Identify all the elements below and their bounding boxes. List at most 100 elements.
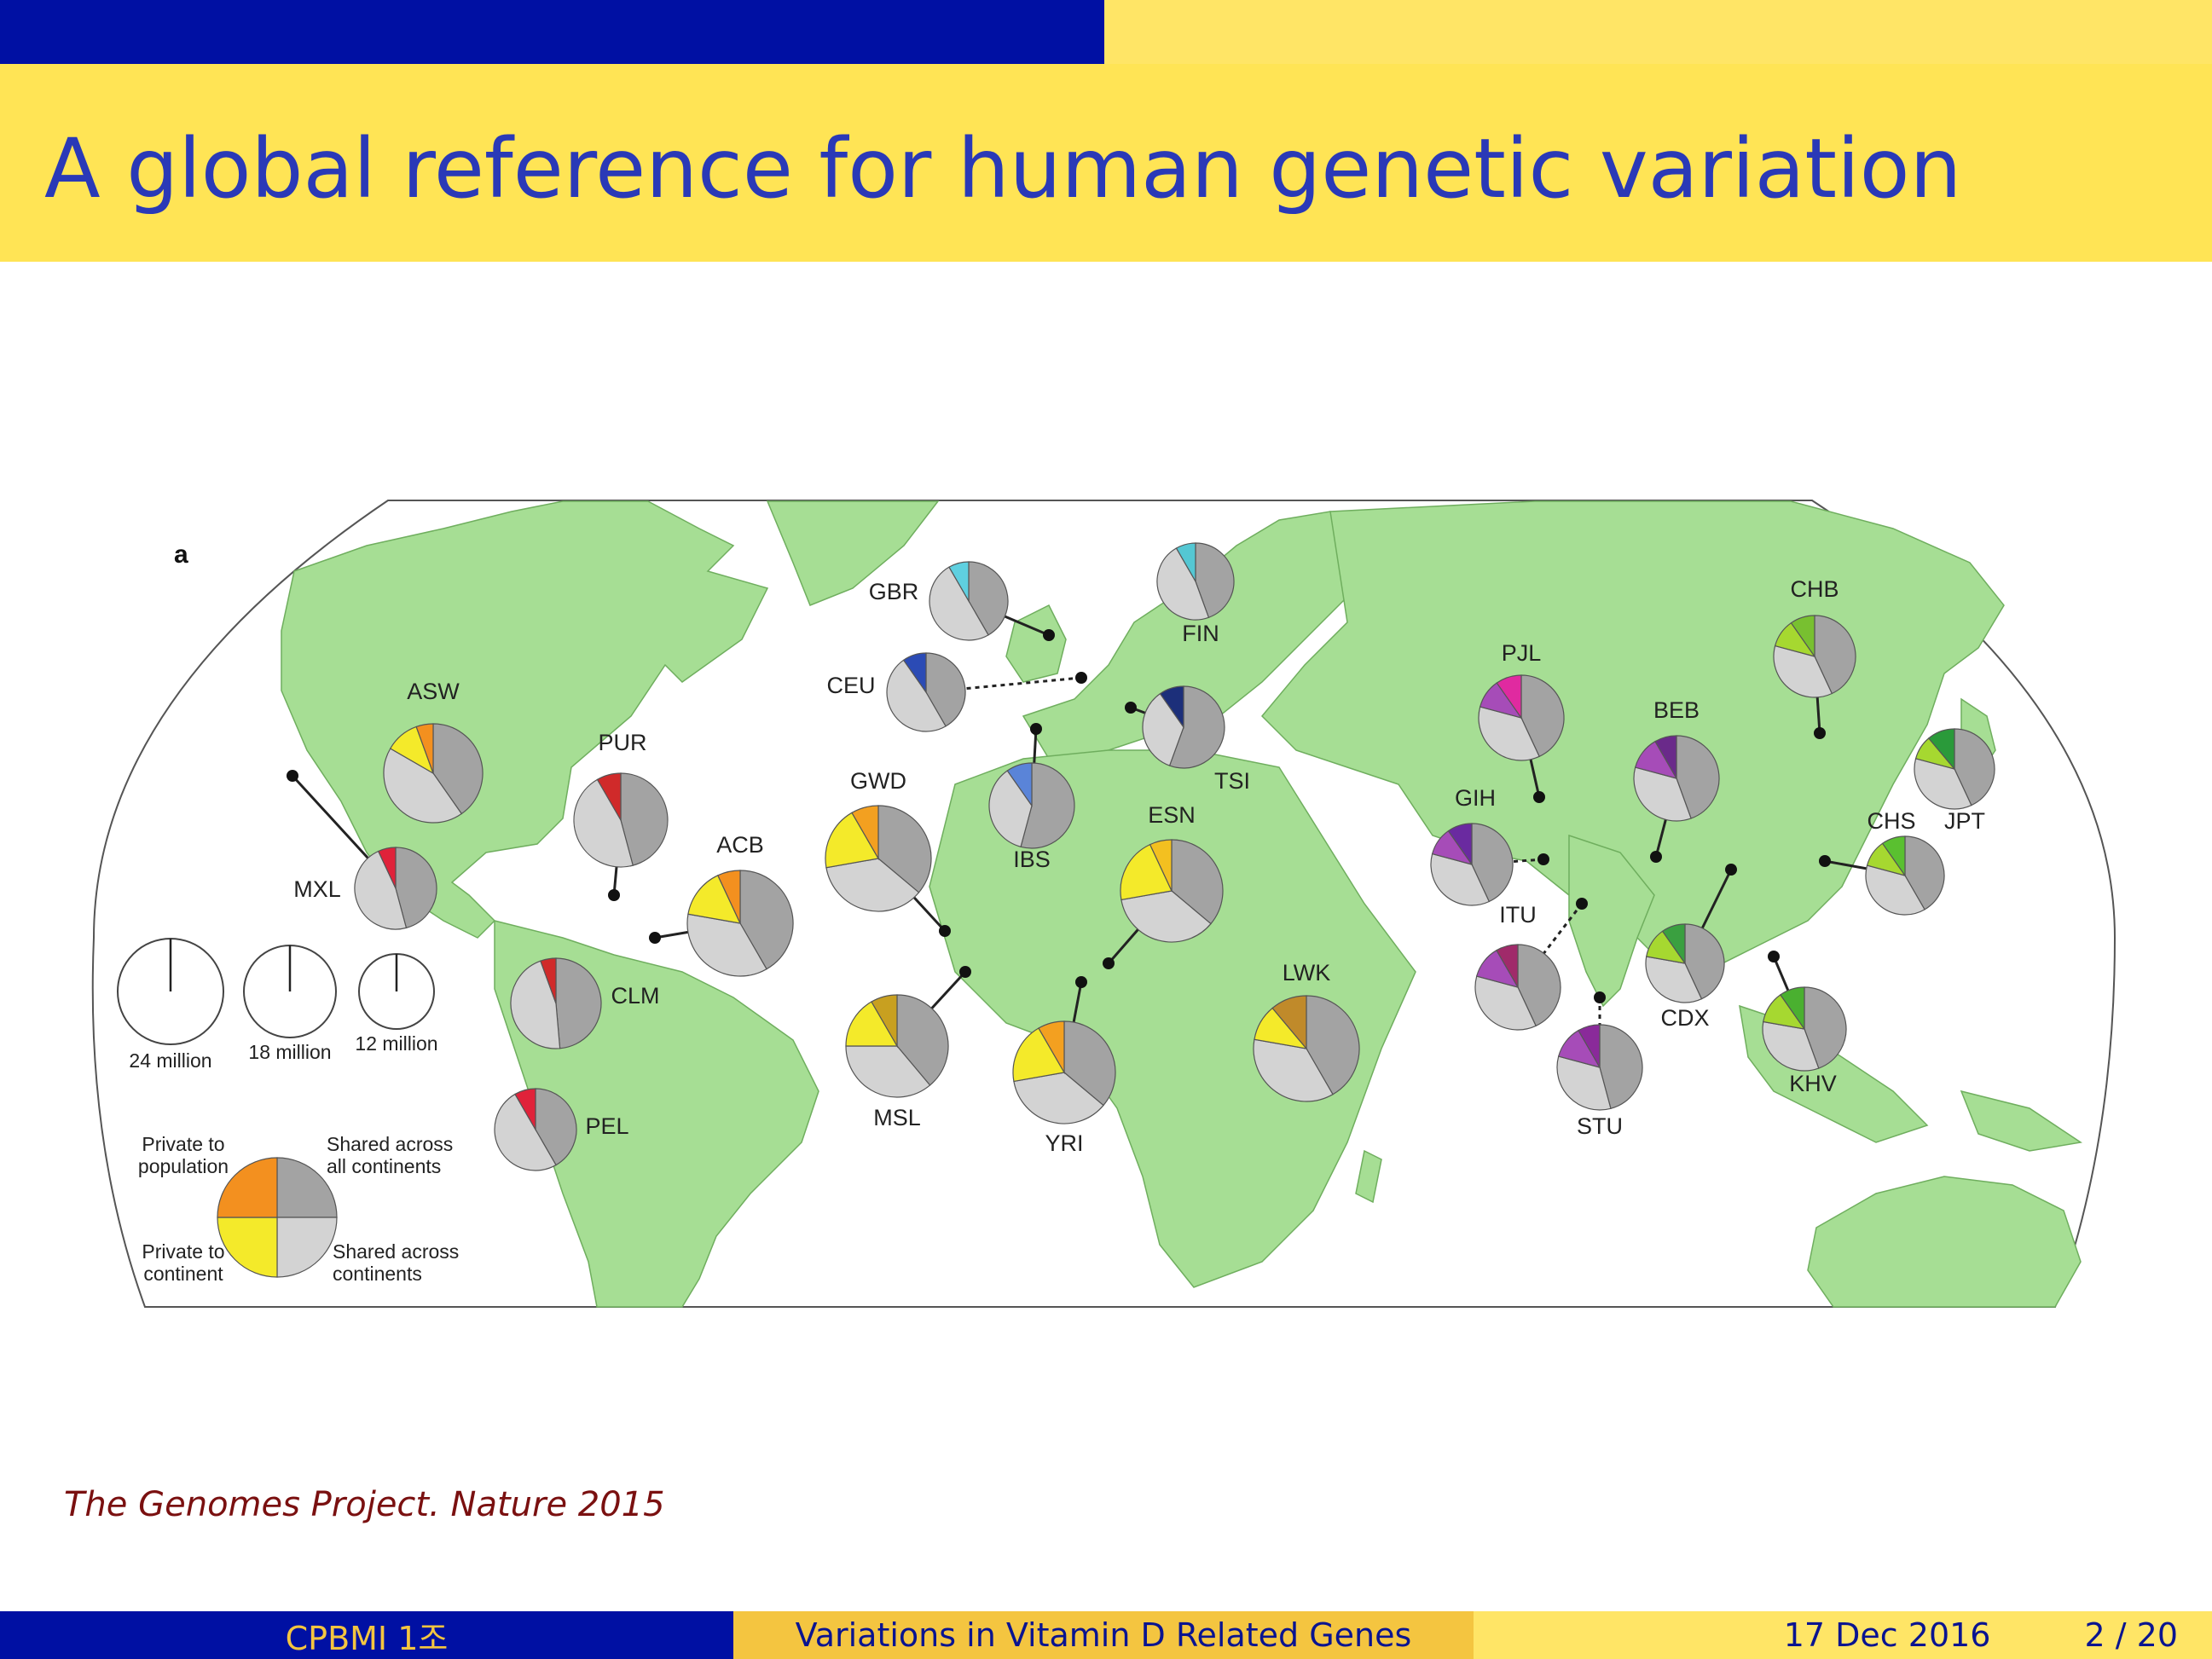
wedge-shared-all [1063, 1020, 1116, 1107]
location-dot-khv [1768, 951, 1780, 962]
wedge-private-population [1159, 685, 1184, 729]
wedge-private-population [1881, 835, 1906, 877]
wedge-shared-continents [1762, 1020, 1820, 1072]
wedge-private-population [1496, 674, 1522, 720]
quadrant-legend-pie [217, 1157, 338, 1278]
size-legend-0: 24 million [117, 938, 224, 1072]
pie-itu [1474, 944, 1561, 1031]
location-dot-stu [1594, 991, 1606, 1003]
pie-ibs [988, 762, 1075, 849]
population-label-esn: ESN [1148, 802, 1196, 828]
population-label-gwd: GWD [850, 768, 906, 794]
wedge-private-population [514, 1088, 536, 1132]
wedge-private-continent [825, 812, 879, 869]
wedge-shared-continents [825, 858, 920, 912]
location-dot-pjl [1533, 791, 1545, 803]
population-label-pel: PEL [585, 1113, 628, 1139]
wedge-shared-continents [1633, 766, 1692, 822]
wedge-shared-continents [494, 1093, 557, 1171]
population-label-mxl: MXL [293, 876, 341, 902]
population-label-fin: FIN [1182, 621, 1219, 646]
wedge-private-population [902, 652, 927, 694]
legend-private-population [217, 1157, 278, 1218]
pie-mxl [354, 847, 437, 930]
wedge-shared-continents [1430, 853, 1491, 906]
pie-gbr [929, 561, 1009, 641]
wedge-shared-continents [1120, 890, 1212, 943]
population-label-stu: STU [1577, 1113, 1623, 1139]
wedge-shared-all [1676, 735, 1720, 819]
wedge-private-population [1654, 735, 1677, 781]
population-label-tsi: TSI [1214, 768, 1250, 794]
title-bar [0, 64, 2212, 262]
population-label-clm: CLM [611, 983, 659, 1009]
slide-title: A global reference for human genetic var… [44, 121, 1962, 217]
population-label-khv: KHV [1789, 1071, 1837, 1096]
wedge-shared-all [1599, 1024, 1643, 1110]
wedge-shared-continents [1865, 864, 1925, 916]
wedge-shared-all [1804, 986, 1847, 1069]
wedge-private-population [377, 847, 397, 889]
panel-label: a [174, 540, 188, 569]
wedge-shared-all [968, 561, 1009, 636]
landmass-india [1568, 834, 1655, 1008]
population-label-lwk: LWK [1283, 960, 1331, 986]
pie-msl [845, 994, 949, 1098]
wedge-shared-all [1168, 685, 1225, 769]
wedge-private-continent [1120, 843, 1173, 901]
wedge-shared-all [896, 994, 949, 1086]
size-legend-2: 12 million [355, 953, 438, 1055]
location-dot-ibs [1030, 723, 1042, 735]
population-label-chb: CHB [1790, 576, 1839, 602]
wedge-shared-continents [383, 748, 463, 824]
location-dot-gbr [1043, 629, 1055, 641]
pie-acb [686, 870, 794, 977]
wedge-shared-all [1020, 762, 1075, 849]
wedge-private-population [596, 772, 622, 823]
wedge-private-continent [1012, 1027, 1065, 1083]
wedge-shared-continents [1253, 1038, 1334, 1102]
wedge-shared-all [1684, 923, 1725, 1000]
footer-page-number: 2 / 20 [2084, 1616, 2179, 1654]
wedge-shared-continents [1474, 975, 1537, 1031]
location-dot-beb [1650, 851, 1662, 863]
wedge-shared-all [1517, 944, 1561, 1027]
wedge-shared-all [1306, 995, 1360, 1095]
population-label-beb: BEB [1653, 697, 1700, 723]
pie-fin [1156, 542, 1235, 621]
population-label-ibs: IBS [1013, 847, 1051, 872]
landmass-greenland [766, 500, 940, 606]
size-legend-label: 18 million [248, 1041, 331, 1063]
wedge-shared-continents [1914, 758, 1972, 810]
wedge-private-continent [687, 875, 742, 924]
pie-gih [1430, 823, 1514, 906]
wedge-private-population [1149, 839, 1173, 892]
population-label-itu: ITU [1499, 902, 1537, 928]
legend-label-private-continent: Private to continent [142, 1240, 224, 1285]
landmass-australia [1807, 1176, 2082, 1308]
location-dot-mxl [287, 770, 298, 782]
wedge-shared-all [1954, 728, 1995, 806]
footer-left: CPBMI 1조 [0, 1611, 733, 1659]
pie-gwd [825, 805, 932, 912]
wedge-private-population [1790, 615, 1815, 658]
pie-esn [1120, 839, 1224, 943]
wedge-private-population [717, 870, 741, 924]
location-dot-gwd [939, 925, 951, 937]
pie-chb [1773, 615, 1856, 698]
wedge-private-population [1447, 823, 1473, 866]
location-dot-cdx [1725, 864, 1737, 876]
wedge-private-population [1661, 923, 1686, 965]
location-dot-msl [959, 966, 971, 978]
legend-shared-all [276, 1157, 338, 1218]
header-bar-yellow [1104, 0, 2212, 64]
wedge-private-population [1006, 762, 1033, 807]
pie-beb [1633, 735, 1720, 822]
wedge-shared-continents [354, 850, 408, 930]
pie-chs [1865, 835, 1945, 916]
location-dot-gih [1537, 853, 1549, 865]
footer-date: 17 Dec 2016 [1783, 1616, 1991, 1654]
population-label-chs: CHS [1867, 808, 1915, 834]
pie-lwk [1253, 995, 1360, 1102]
population-label-ceu: CEU [826, 673, 875, 698]
